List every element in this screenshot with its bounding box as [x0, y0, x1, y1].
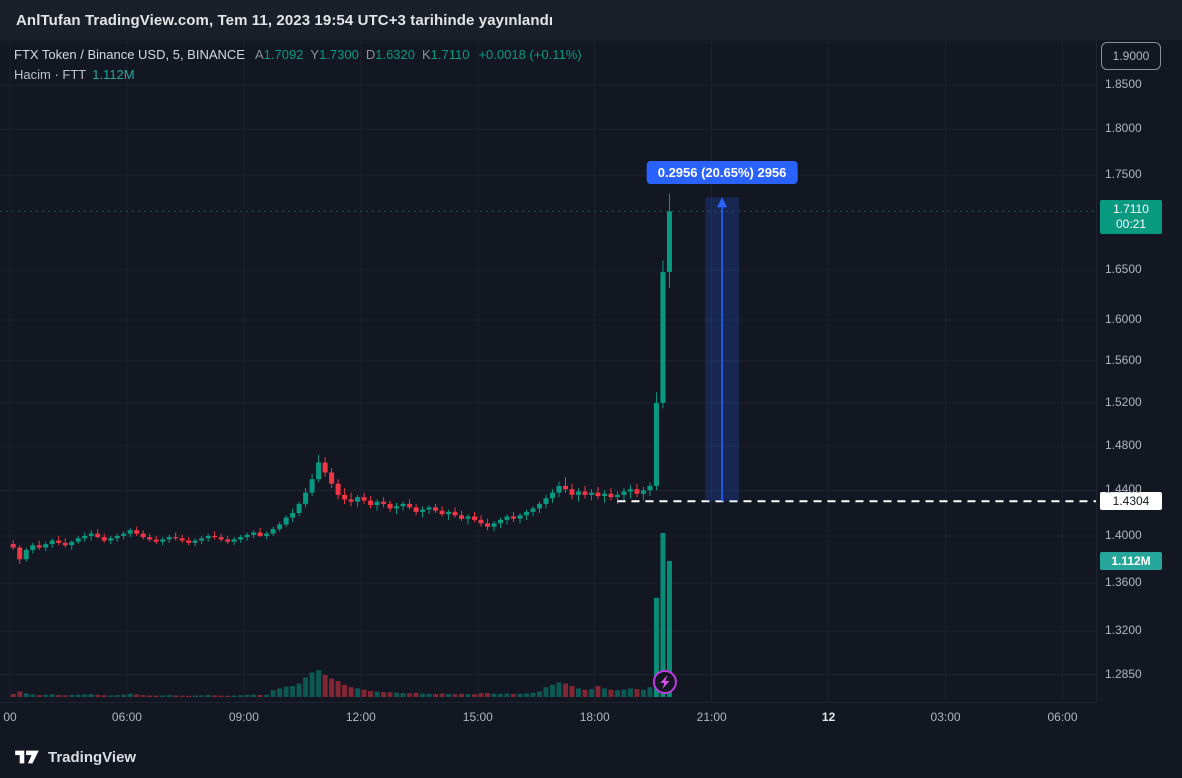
volume-label[interactable]: Hacim · FTT — [14, 67, 87, 82]
ohlc-low: D1.6320 — [365, 47, 415, 62]
price-axis[interactable]: 1.9000 1.7110 00:21 1.4304 1.112M 1.8500… — [1096, 40, 1182, 702]
price-tick: 1.8000 — [1105, 121, 1142, 136]
volume-histogram — [10, 532, 672, 697]
axis-label-box: 1.9000 — [1101, 42, 1161, 70]
time-tick: 06:00 — [111, 710, 142, 724]
price-tick: 1.8500 — [1105, 77, 1142, 91]
measurement-box[interactable] — [705, 197, 739, 502]
lightning-bolt-icon — [660, 675, 670, 689]
tradingview-logo-icon[interactable] — [14, 747, 40, 767]
snapshot-header: AnlTufan TradingView.com, Tem 11, 2023 1… — [0, 0, 1182, 40]
ohlc-open: A1.7092 — [254, 47, 304, 62]
time-tick: 09:00 — [228, 710, 259, 724]
price-tick: 1.4400 — [1105, 482, 1142, 497]
lightning-marker[interactable] — [652, 670, 677, 694]
legend-row-volume: Hacim · FTT 1.112M — [14, 65, 582, 85]
time-tick: 03:00 — [930, 710, 961, 724]
price-change: +0.0018 (+0.11%) — [478, 47, 582, 62]
volume-value: 1.112M — [92, 67, 135, 82]
ohlc-high: Y1.7300 — [310, 47, 359, 62]
price-tick: 1.4800 — [1105, 438, 1142, 453]
price-tick: 1.7500 — [1105, 166, 1142, 181]
symbol-title[interactable]: FTX Token / Binance USD, 5, BINANCE — [14, 47, 245, 62]
brand-name: TradingView — [48, 748, 137, 766]
legend-row-symbol: FTX Token / Binance USD, 5, BINANCE A1.70… — [14, 45, 582, 65]
time-axis[interactable]: 00 06:00 09:00 12:00 15:00 18:00 21:00 12 03:00 0… — [0, 702, 1096, 737]
current-price-badge: 1.7110 00:21 — [1100, 200, 1162, 235]
header-title: AnlTufan TradingView.com, Tem 11, 2023 1… — [16, 11, 554, 29]
time-tick: 21:00 — [696, 710, 727, 724]
time-tick: 12 — [821, 710, 836, 724]
time-tick: 18:00 — [579, 710, 610, 724]
time-tick: 15:00 — [462, 710, 493, 724]
level-price-badge: 1.4304 — [1100, 492, 1162, 511]
bar-countdown: 00:21 — [1115, 217, 1147, 232]
price-tick: 1.5200 — [1105, 394, 1142, 409]
candles — [10, 193, 672, 564]
measurement-label[interactable]: 0.2956 (20.65%) 2956 — [646, 161, 798, 185]
volume-badge: 1.112M — [1100, 551, 1162, 570]
drawings — [0, 197, 1096, 694]
price-tick: 1.4000 — [1105, 527, 1142, 542]
legend: FTX Token / Binance USD, 5, BINANCE A1.70… — [14, 45, 582, 85]
chart-canvas[interactable] — [0, 40, 1096, 702]
grid-lines — [0, 40, 1096, 702]
footer: TradingView — [0, 736, 1182, 778]
price-tick: 1.6500 — [1105, 262, 1142, 277]
price-tick: 1.2850 — [1105, 666, 1142, 681]
time-tick: 00 — [3, 710, 17, 724]
price-tick: 1.3600 — [1105, 574, 1142, 589]
time-tick: 06:00 — [1047, 710, 1078, 724]
time-tick: 12:00 — [345, 710, 376, 724]
price-tick: 1.5600 — [1105, 352, 1142, 367]
ohlc-close: K1.7110 — [422, 47, 470, 62]
current-price: 1.7110 — [1113, 202, 1149, 217]
price-tick: 1.6000 — [1105, 311, 1142, 326]
price-tick: 1.3200 — [1105, 623, 1142, 638]
